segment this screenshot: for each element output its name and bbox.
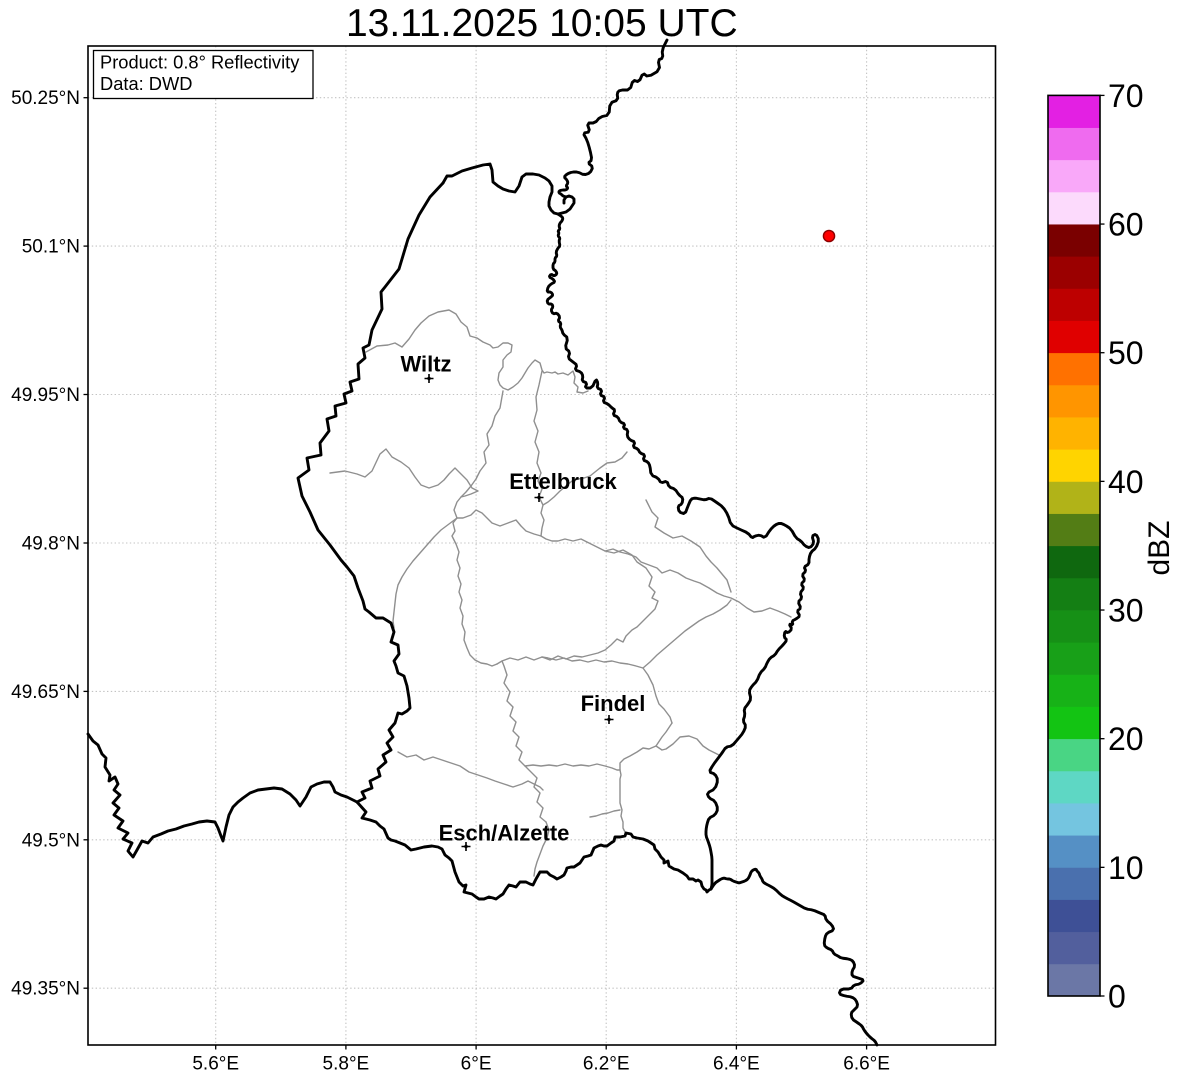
svg-text:Findel: Findel	[581, 691, 646, 716]
svg-text:49.8°N: 49.8°N	[22, 534, 80, 555]
svg-text:40: 40	[1108, 464, 1144, 500]
svg-text:Product: 0.8° Reflectivity: Product: 0.8° Reflectivity	[100, 52, 300, 73]
svg-text:Esch/Alzette: Esch/Alzette	[439, 821, 570, 846]
svg-text:13.11.2025 10:05 UTC: 13.11.2025 10:05 UTC	[346, 2, 738, 45]
svg-text:6°E: 6°E	[461, 1054, 492, 1075]
svg-text:Data: DWD: Data: DWD	[100, 73, 192, 94]
svg-text:5.8°E: 5.8°E	[323, 1054, 370, 1075]
svg-text:49.5°N: 49.5°N	[22, 830, 80, 851]
svg-text:50.25°N: 50.25°N	[11, 88, 80, 109]
svg-text:49.35°N: 49.35°N	[11, 979, 80, 1000]
svg-text:Wiltz: Wiltz	[400, 352, 451, 377]
svg-text:49.65°N: 49.65°N	[11, 682, 80, 703]
svg-text:Ettelbruck: Ettelbruck	[509, 469, 617, 494]
svg-text:dBZ: dBZ	[1143, 520, 1176, 575]
svg-text:10: 10	[1108, 850, 1144, 886]
svg-text:30: 30	[1108, 593, 1144, 629]
svg-text:5.6°E: 5.6°E	[192, 1054, 239, 1075]
svg-text:49.95°N: 49.95°N	[11, 385, 80, 406]
svg-text:50: 50	[1108, 335, 1144, 371]
svg-text:0: 0	[1108, 979, 1126, 1015]
svg-text:50.1°N: 50.1°N	[22, 237, 80, 258]
svg-text:20: 20	[1108, 721, 1144, 757]
svg-text:70: 70	[1108, 78, 1144, 114]
svg-text:6.2°E: 6.2°E	[583, 1054, 630, 1075]
svg-text:6.4°E: 6.4°E	[713, 1054, 760, 1075]
svg-text:60: 60	[1108, 207, 1144, 243]
svg-text:6.6°E: 6.6°E	[843, 1054, 890, 1075]
